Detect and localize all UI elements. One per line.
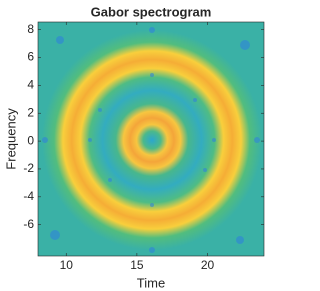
y-tick-label: 6 — [27, 50, 34, 64]
y-tick-label: 8 — [27, 22, 34, 36]
chart: Gabor spectrogram Time Frequency 10 15 20-… — [3, 4, 265, 290]
spectrogram-image — [38, 22, 264, 256]
y-axis-label: Frequency — [3, 108, 18, 170]
y-tick-label: -6 — [23, 217, 34, 231]
x-tick-label: 20 — [201, 258, 215, 272]
chart-title: Gabor spectrogram — [91, 4, 212, 19]
x-tick-label: 15 — [130, 258, 144, 272]
x-axis-label: Time — [137, 275, 165, 290]
y-tick-label: 4 — [27, 78, 34, 92]
y-tick-label: -2 — [23, 161, 34, 175]
y-tick-label: -4 — [23, 189, 34, 203]
y-tick-label: 0 — [27, 133, 34, 147]
y-tick-label: 2 — [27, 105, 34, 119]
plot-frame — [37, 21, 265, 257]
x-tick-label: 10 — [60, 258, 74, 272]
